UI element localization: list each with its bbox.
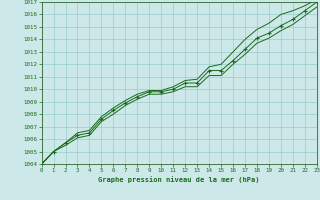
X-axis label: Graphe pression niveau de la mer (hPa): Graphe pression niveau de la mer (hPa) (99, 176, 260, 183)
